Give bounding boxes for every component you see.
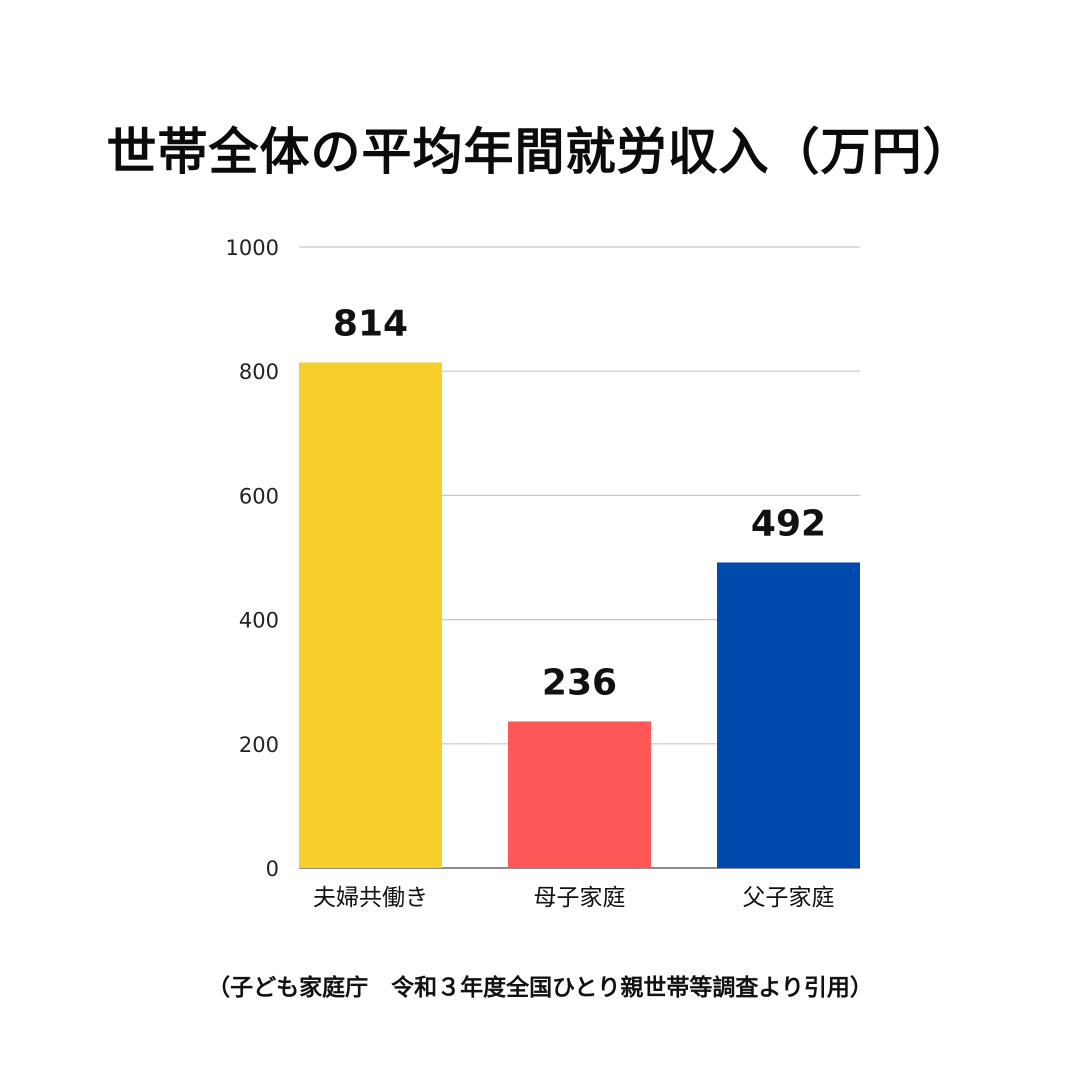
y-tick-label: 1000: [226, 236, 279, 260]
x-category-label: 夫婦共働き: [313, 885, 428, 911]
y-tick-label: 0: [266, 857, 279, 881]
x-axis-categories: 夫婦共働き 母子家庭 父子家庭: [313, 885, 835, 911]
data-label: 492: [751, 503, 826, 544]
y-tick-label: 800: [239, 360, 279, 384]
y-tick-label: 600: [239, 484, 279, 508]
bar-1: [508, 721, 651, 868]
bar-0: [299, 362, 442, 868]
x-category-label: 父子家庭: [743, 885, 835, 911]
source-note: （子ども家庭庁 令和３年度全国ひとり親世帯等調査より引用）: [207, 975, 873, 1001]
data-labels: 814 236 492: [333, 304, 826, 704]
y-tick-label: 200: [239, 733, 279, 757]
bars: [299, 362, 860, 868]
x-category-label: 母子家庭: [534, 885, 626, 911]
data-label: 814: [333, 304, 408, 345]
data-label: 236: [542, 662, 617, 703]
y-tick-label: 400: [239, 609, 279, 633]
bar-2: [717, 562, 860, 868]
y-axis-ticks: 0 200 400 600 800 1000: [226, 236, 279, 881]
chart-title: 世帯全体の平均年間就労収入（万円）: [106, 123, 974, 181]
